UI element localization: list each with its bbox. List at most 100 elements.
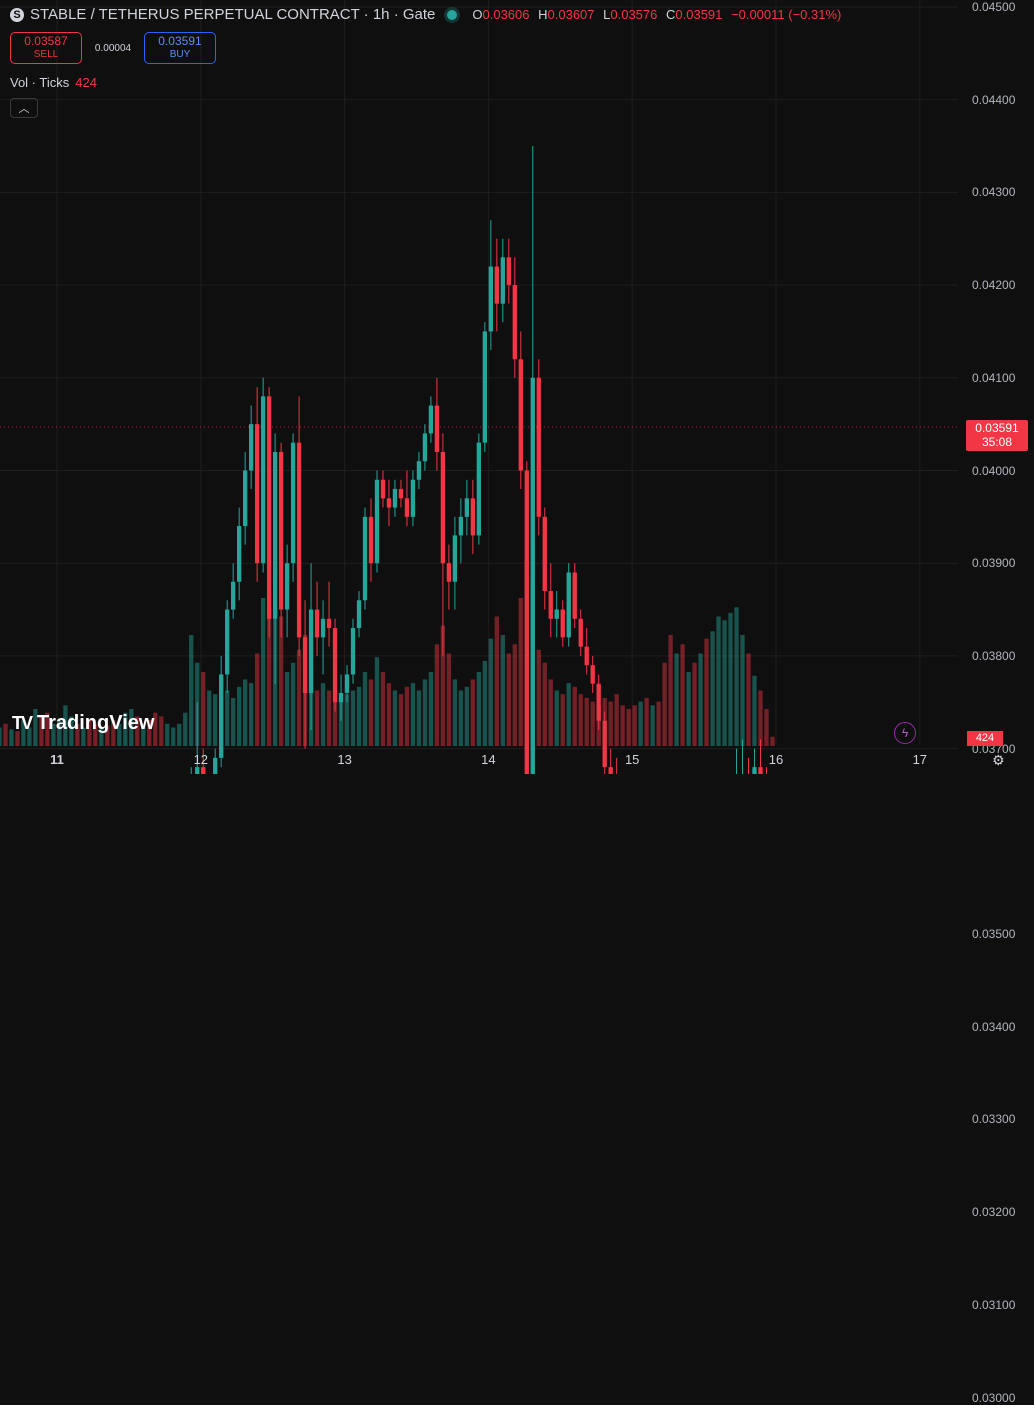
volume-bar xyxy=(716,616,721,746)
lightning-icon[interactable]: ϟ xyxy=(894,722,916,744)
candle-body xyxy=(518,359,523,471)
volume-bar xyxy=(638,701,643,746)
volume-bar xyxy=(117,723,122,746)
candle-body xyxy=(506,257,511,286)
candle-body xyxy=(296,442,302,638)
candle-body xyxy=(290,442,296,564)
trade-panel: 0.03587 SELL 0.00004 0.03591 BUY xyxy=(10,32,216,64)
volume-bar xyxy=(686,672,691,746)
symbol-title[interactable]: STABLE / TETHERUS PERPETUAL CONTRACT · 1… xyxy=(30,6,436,23)
candle-body xyxy=(314,609,320,638)
volume-bar xyxy=(404,686,410,746)
volume-bar xyxy=(488,638,493,746)
volume-bar xyxy=(548,679,553,746)
close-value: 0.03591 xyxy=(675,7,723,22)
chart-grid xyxy=(0,0,958,750)
volume-bar xyxy=(21,720,26,746)
candle-body xyxy=(608,767,613,774)
volume-bar xyxy=(728,612,733,746)
candle-body xyxy=(254,424,260,564)
volume-bar xyxy=(266,607,272,746)
low-label: L xyxy=(603,7,611,22)
volume-bar xyxy=(458,690,464,746)
volume-bar xyxy=(243,679,248,746)
volume-bar xyxy=(374,657,380,746)
gear-icon[interactable]: ⚙ xyxy=(992,752,1005,768)
candle-body xyxy=(260,396,266,564)
candle-body xyxy=(302,637,308,693)
volume-bar xyxy=(171,727,176,746)
candle-body xyxy=(278,451,284,610)
price-axis-label: 0.03000 xyxy=(972,1390,1016,1405)
last-price-value: 0.03591 xyxy=(975,421,1019,435)
candle-body xyxy=(326,618,332,629)
price-candles xyxy=(190,146,767,774)
volume-bar xyxy=(63,705,68,746)
high-label: H xyxy=(538,7,548,22)
volume-bar xyxy=(614,694,619,746)
price-axis-label: 0.03400 xyxy=(972,1019,1016,1034)
volume-bar xyxy=(105,725,110,746)
volume-bar xyxy=(584,697,589,746)
volume-bar xyxy=(69,716,74,746)
candlestick-chart[interactable] xyxy=(0,0,1034,774)
volume-bar xyxy=(770,736,775,746)
volume-bar xyxy=(165,723,170,746)
volume-bar xyxy=(260,598,266,746)
volume-bar xyxy=(362,672,368,746)
volume-bar xyxy=(320,683,326,746)
volume-bar xyxy=(207,690,212,746)
candle-body xyxy=(362,516,368,601)
volume-bar xyxy=(536,649,541,746)
volume-bar xyxy=(177,723,182,746)
sell-button[interactable]: 0.03587 SELL xyxy=(10,32,82,64)
price-axis-label: 0.04000 xyxy=(972,463,1016,478)
candle-body xyxy=(482,331,488,443)
candle-body xyxy=(398,489,404,499)
volume-bar xyxy=(141,723,146,746)
price-axis-label: 0.03300 xyxy=(972,1112,1016,1127)
tradingview-logo[interactable]: TV TradingView xyxy=(12,712,154,735)
volume-bar xyxy=(416,690,422,746)
open-label: O xyxy=(472,7,483,22)
volume-bar xyxy=(368,679,374,746)
volume-legend[interactable]: Vol · Ticks 424 xyxy=(10,75,97,90)
tradingview-icon: TV xyxy=(12,713,33,733)
volume-bar xyxy=(380,672,386,746)
high-value: 0.03607 xyxy=(547,7,595,22)
candle-body xyxy=(440,451,446,564)
candle-body xyxy=(578,618,583,647)
chevron-up-icon[interactable]: ︿ xyxy=(10,98,38,118)
volume-bar xyxy=(554,690,559,746)
candle-body xyxy=(464,498,470,517)
candle-body xyxy=(494,266,499,304)
volume-bar xyxy=(560,694,565,746)
volume-bar xyxy=(470,679,476,746)
chart-legend: S STABLE / TETHERUS PERPETUAL CONTRACT ·… xyxy=(10,6,841,23)
volume-bar xyxy=(668,635,673,746)
volume-bars xyxy=(0,561,775,746)
candle-body xyxy=(392,489,398,508)
volume-bar xyxy=(344,694,350,746)
volume-bar xyxy=(710,631,715,746)
volume-bar xyxy=(123,712,128,746)
volume-bar xyxy=(93,723,98,746)
volume-bar xyxy=(87,720,92,746)
candle-body xyxy=(596,683,601,721)
price-axis-label: 0.04100 xyxy=(972,370,1016,385)
time-axis-label: 14 xyxy=(481,752,496,767)
volume-bar xyxy=(746,653,751,746)
volume-bar xyxy=(704,638,709,746)
volume-bar xyxy=(764,709,769,746)
time-axis-label: 17 xyxy=(912,752,928,767)
volume-bar xyxy=(326,690,332,746)
volume-bar xyxy=(99,727,104,746)
buy-button[interactable]: 0.03591 BUY xyxy=(144,32,216,64)
volume-bar xyxy=(51,723,56,746)
volume-bar xyxy=(15,731,20,746)
volume-bar xyxy=(476,672,482,746)
candle-body xyxy=(566,572,571,638)
price-axis-label: 0.04500 xyxy=(972,0,1016,14)
volume-bar xyxy=(506,653,511,746)
volume-bar xyxy=(578,694,583,746)
